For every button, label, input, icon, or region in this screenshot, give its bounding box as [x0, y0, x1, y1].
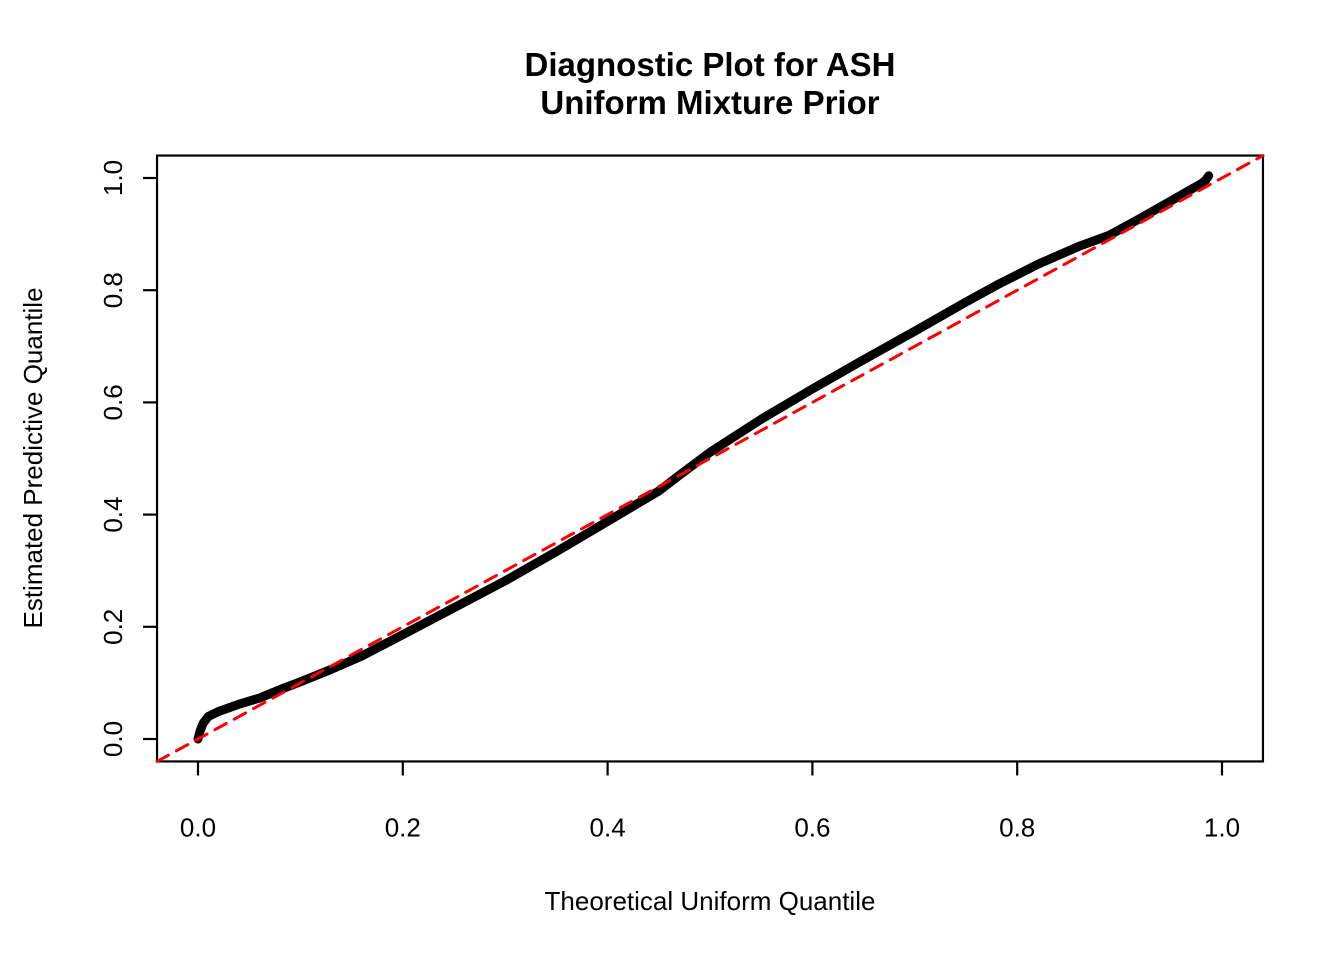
- x-axis-tick-label: 1.0: [1204, 812, 1240, 842]
- reference-line-y-equals-x: [155, 154, 1265, 763]
- estimated-predictive-quantiles: [193, 171, 1214, 744]
- plot-region: 0.0 0.2 0.4 0.6 0.8 1.0 0.0 0.2 0.4 0.6 0.8 1.0: [98, 154, 1265, 842]
- y-axis-tick-label: 0.6: [98, 384, 128, 420]
- x-axis-tick-label: 0.4: [590, 812, 626, 842]
- chart-title-line1: Diagnostic Plot for ASH: [525, 46, 896, 83]
- x-axis-tick-label: 0.0: [180, 812, 216, 842]
- x-axis-label: Theoretical Uniform Quantile: [545, 886, 876, 916]
- y-axis-tick-label: 0.0: [98, 721, 128, 757]
- x-axis-tick-label: 0.2: [385, 812, 421, 842]
- y-axis-tick-label: 0.4: [98, 497, 128, 533]
- x-axis-tick-label: 0.8: [999, 812, 1035, 842]
- x-axis-tick-label: 0.6: [794, 812, 830, 842]
- y-axis-tick-label: 0.2: [98, 609, 128, 645]
- y-axis-tick-label: 0.8: [98, 272, 128, 308]
- y-axis-label: Estimated Predictive Quantile: [18, 287, 48, 628]
- plot-box: [155, 154, 1265, 763]
- chart-title-line2: Uniform Mixture Prior: [540, 84, 879, 121]
- y-axis-tick-label: 1.0: [98, 160, 128, 196]
